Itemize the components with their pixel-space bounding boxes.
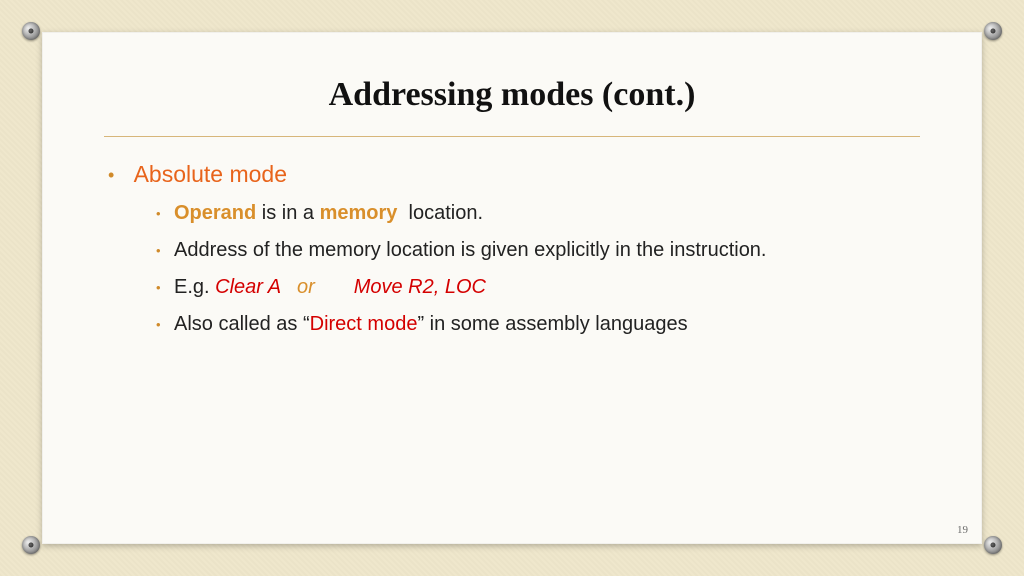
screw-top-left [22, 22, 40, 40]
screw-bottom-right [984, 536, 1002, 554]
text-span: Operand [174, 202, 256, 224]
text-span: E.g. [174, 276, 215, 298]
heading-item: Absolute mode Operand is in a memory loc… [112, 161, 920, 336]
text-span: Address of the memory location is given … [174, 239, 767, 261]
list-item: Operand is in a memory location. [160, 202, 920, 225]
list-item: Also called as “Direct mode” in some ass… [160, 313, 920, 336]
slide-card: Addressing modes (cont.) Absolute mode O… [42, 32, 982, 544]
screw-top-right [984, 22, 1002, 40]
text-span: ” in some assembly languages [417, 313, 687, 335]
list-item: Address of the memory location is given … [160, 239, 920, 262]
text-span: is in a [256, 202, 319, 224]
list-item: E.g. Clear A or Move R2, LOC [160, 276, 920, 299]
text-span: Move R2, LOC [354, 276, 486, 298]
slide-content: Absolute mode Operand is in a memory loc… [104, 161, 920, 336]
text-span: memory [320, 202, 398, 224]
title-rule [104, 136, 920, 137]
text-span: location. [397, 202, 483, 224]
page-number: 19 [957, 524, 968, 536]
slide-title: Addressing modes (cont.) [104, 76, 920, 114]
screw-bottom-left [22, 536, 40, 554]
text-span: Also called as “ [174, 313, 310, 335]
text-span: or [280, 276, 353, 298]
heading-text: Absolute mode [134, 161, 287, 187]
sub-list: Operand is in a memory location. Address… [112, 202, 920, 336]
text-span: Direct mode [310, 313, 418, 335]
text-span: Clear A [215, 276, 280, 298]
